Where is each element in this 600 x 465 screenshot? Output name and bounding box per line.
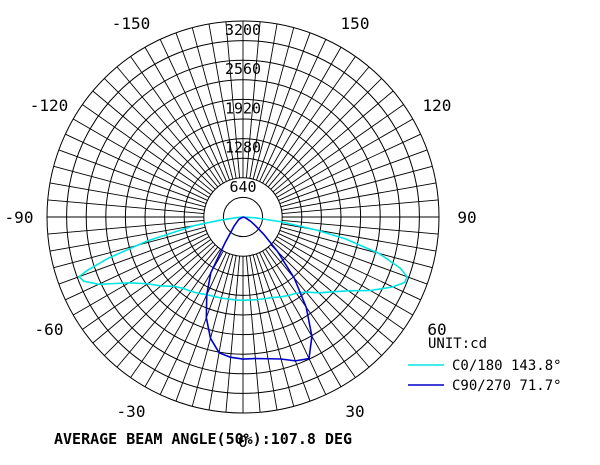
curve-c90-270 — [205, 216, 313, 362]
angle-label: 0 — [238, 432, 248, 451]
grid-spoke — [278, 233, 421, 301]
grid-spoke — [282, 199, 439, 215]
grid-spoke — [279, 229, 428, 285]
grid-spoke — [104, 78, 216, 190]
ring-value-label: 1920 — [225, 99, 261, 117]
angle-label: 150 — [341, 14, 370, 33]
grid-spoke — [58, 149, 207, 205]
grid-spoke — [191, 27, 234, 180]
grid-spoke — [267, 66, 370, 188]
grid-spoke — [255, 32, 311, 181]
grid-spoke — [272, 90, 394, 193]
grid-spoke — [274, 239, 404, 330]
grid-spoke — [259, 252, 327, 395]
grid-spoke — [65, 133, 208, 201]
angle-label: 30 — [345, 402, 364, 421]
angle-label: 60 — [427, 320, 446, 339]
grid-spoke — [265, 248, 356, 378]
grid-spoke — [259, 39, 327, 182]
grid-spoke — [130, 248, 221, 378]
grid-spoke — [92, 90, 214, 193]
grid-spoke — [225, 21, 241, 178]
grid-spoke — [245, 256, 261, 413]
grid-spoke — [116, 246, 219, 368]
grid-ring — [222, 196, 264, 238]
grid-spoke — [249, 23, 278, 179]
grid-spoke — [272, 241, 394, 344]
angle-label: -150 — [112, 14, 151, 33]
grid-spoke — [279, 149, 428, 205]
legend-label-c90: C90/270 71.7° — [452, 378, 562, 394]
grid-spoke — [58, 229, 207, 285]
grid-spoke — [130, 56, 221, 186]
grid-spoke — [225, 256, 241, 413]
grid-spoke — [274, 104, 404, 195]
grid-spoke — [267, 246, 370, 368]
grid-spoke — [175, 253, 231, 402]
angle-label: -30 — [117, 402, 146, 421]
grid-spoke — [53, 226, 206, 269]
grid-spoke — [49, 223, 205, 252]
grid-spoke — [159, 252, 227, 395]
ring-labels: 640 1280 1920 2560 3200 — [225, 21, 261, 196]
ring-value-label: 3200 — [225, 21, 261, 39]
grid-spoke — [49, 182, 205, 211]
ring-value-label: 640 — [229, 178, 256, 196]
polar-grid — [46, 20, 440, 414]
grid-spoke — [281, 182, 437, 211]
ring-value-label: 2560 — [225, 60, 261, 78]
grid-spoke — [270, 244, 382, 356]
grid-spoke — [255, 253, 311, 402]
grid-spoke — [262, 250, 342, 387]
grid-spoke — [265, 56, 356, 186]
intensity-curves — [78, 216, 408, 362]
grid-spoke — [65, 233, 208, 301]
grid-spoke — [208, 255, 237, 411]
legend: UNIT:cd C0/180 143.8° C90/270 71.7° — [408, 336, 562, 394]
grid-spoke — [73, 118, 210, 198]
angle-label: -90 — [5, 208, 34, 227]
grid-spoke — [47, 199, 204, 215]
grid-spoke — [245, 21, 261, 178]
grid-spoke — [175, 32, 231, 181]
grid-spoke — [92, 241, 214, 344]
legend-label-c0: C0/180 143.8° — [452, 358, 562, 374]
angle-labels: 0 30 60 90 120 150 -150 -120 -90 -60 -30 — [5, 14, 477, 451]
grid-spoke — [262, 47, 342, 184]
grid-spoke — [73, 236, 210, 316]
grid-spoke — [282, 219, 439, 235]
grid-spoke — [280, 165, 433, 208]
grid-spoke — [252, 254, 295, 407]
grid-spoke — [252, 27, 295, 180]
grid-spoke — [280, 226, 433, 269]
grid-spoke — [278, 133, 421, 201]
ring-value-label: 1280 — [225, 139, 261, 157]
grid-spoke — [276, 236, 413, 316]
angle-label: 90 — [457, 208, 476, 227]
grid-spoke — [191, 254, 234, 407]
grid-spoke — [159, 39, 227, 182]
grid-spoke — [82, 104, 212, 195]
grid-spoke — [47, 219, 204, 235]
curve-c0-180 — [78, 216, 408, 302]
beam-angle-footer: AVERAGE BEAM ANGLE(50%):107.8 DEG — [54, 430, 352, 448]
angle-label: -120 — [30, 96, 69, 115]
grid-spoke — [270, 78, 382, 190]
grid-spoke — [276, 118, 413, 198]
grid-spoke — [104, 244, 216, 356]
grid-spoke — [144, 47, 224, 184]
angle-label: 120 — [423, 96, 452, 115]
grid-spoke — [53, 165, 206, 208]
angle-label: -60 — [35, 320, 64, 339]
unit-label: UNIT:cd — [428, 336, 487, 352]
grid-spoke — [208, 23, 237, 179]
grid-spoke — [249, 255, 278, 411]
grid-spoke — [116, 66, 219, 188]
